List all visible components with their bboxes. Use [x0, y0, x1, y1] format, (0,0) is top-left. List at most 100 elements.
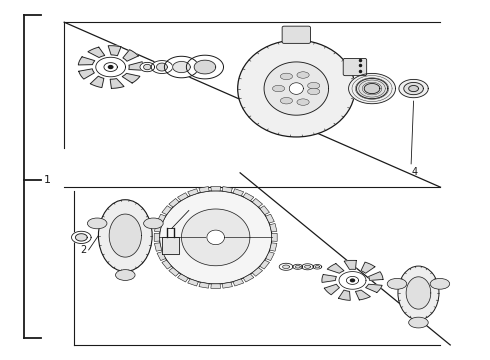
Polygon shape: [404, 82, 423, 95]
Ellipse shape: [144, 218, 163, 229]
Polygon shape: [295, 266, 300, 268]
Polygon shape: [78, 57, 95, 65]
Text: 1: 1: [44, 175, 50, 185]
Polygon shape: [260, 206, 270, 215]
Polygon shape: [406, 277, 431, 309]
Polygon shape: [409, 86, 418, 91]
Polygon shape: [270, 224, 277, 232]
Polygon shape: [75, 234, 87, 241]
Ellipse shape: [387, 278, 407, 289]
Ellipse shape: [238, 40, 355, 137]
Text: 4: 4: [411, 167, 417, 177]
Polygon shape: [157, 252, 166, 261]
Polygon shape: [140, 62, 155, 72]
Polygon shape: [108, 46, 121, 56]
Polygon shape: [129, 62, 143, 70]
Polygon shape: [211, 186, 220, 191]
Polygon shape: [199, 282, 209, 288]
Ellipse shape: [308, 88, 320, 95]
Polygon shape: [279, 263, 293, 270]
Polygon shape: [109, 214, 142, 257]
Polygon shape: [324, 284, 340, 295]
Text: 2: 2: [80, 245, 86, 255]
Polygon shape: [177, 193, 188, 201]
Polygon shape: [186, 55, 223, 79]
Polygon shape: [399, 80, 428, 98]
Polygon shape: [266, 214, 274, 223]
Polygon shape: [313, 265, 322, 269]
Polygon shape: [346, 276, 359, 284]
Polygon shape: [72, 231, 91, 243]
Polygon shape: [177, 274, 188, 282]
Polygon shape: [355, 290, 370, 300]
Ellipse shape: [280, 73, 293, 80]
Ellipse shape: [398, 266, 439, 320]
Polygon shape: [344, 260, 356, 269]
Polygon shape: [366, 284, 382, 292]
Polygon shape: [157, 63, 167, 71]
Polygon shape: [188, 279, 198, 286]
Polygon shape: [169, 198, 179, 207]
Ellipse shape: [297, 99, 309, 105]
Ellipse shape: [159, 191, 272, 284]
Polygon shape: [264, 62, 329, 115]
Polygon shape: [222, 186, 232, 193]
Polygon shape: [252, 267, 263, 276]
Ellipse shape: [87, 218, 107, 229]
Ellipse shape: [409, 317, 428, 328]
Polygon shape: [79, 69, 95, 79]
Polygon shape: [243, 274, 254, 282]
Polygon shape: [162, 260, 172, 269]
Polygon shape: [233, 279, 244, 286]
Polygon shape: [364, 84, 380, 94]
Polygon shape: [356, 78, 388, 99]
Polygon shape: [271, 233, 277, 242]
Ellipse shape: [308, 82, 320, 89]
Polygon shape: [305, 265, 311, 268]
Polygon shape: [154, 224, 162, 232]
Polygon shape: [233, 189, 244, 196]
Polygon shape: [289, 83, 303, 94]
Polygon shape: [122, 73, 140, 83]
Polygon shape: [151, 60, 172, 73]
Polygon shape: [144, 64, 151, 70]
Polygon shape: [110, 78, 124, 88]
Ellipse shape: [297, 72, 309, 78]
Polygon shape: [211, 284, 220, 288]
FancyBboxPatch shape: [282, 26, 311, 43]
Polygon shape: [243, 193, 254, 201]
Polygon shape: [252, 198, 263, 207]
Polygon shape: [260, 260, 270, 269]
FancyBboxPatch shape: [343, 58, 367, 76]
Polygon shape: [322, 275, 337, 283]
Polygon shape: [293, 264, 303, 269]
Polygon shape: [157, 214, 166, 223]
Polygon shape: [199, 186, 209, 193]
Ellipse shape: [98, 200, 152, 271]
Polygon shape: [104, 63, 117, 71]
Ellipse shape: [116, 270, 135, 280]
Polygon shape: [194, 60, 216, 74]
Polygon shape: [108, 66, 113, 68]
Polygon shape: [266, 252, 274, 261]
Polygon shape: [123, 50, 138, 61]
Polygon shape: [90, 76, 104, 87]
Polygon shape: [361, 262, 375, 273]
Polygon shape: [207, 230, 224, 245]
Polygon shape: [172, 62, 190, 73]
Polygon shape: [315, 266, 319, 268]
Polygon shape: [164, 56, 198, 78]
Polygon shape: [181, 209, 250, 266]
Polygon shape: [368, 272, 383, 280]
Ellipse shape: [280, 98, 293, 104]
Polygon shape: [270, 243, 277, 251]
Polygon shape: [350, 279, 355, 282]
Polygon shape: [327, 264, 344, 273]
Polygon shape: [162, 206, 172, 215]
Polygon shape: [222, 282, 232, 288]
Polygon shape: [154, 233, 160, 242]
Polygon shape: [348, 73, 395, 104]
Polygon shape: [162, 237, 179, 253]
Text: 3: 3: [186, 197, 192, 207]
Ellipse shape: [430, 278, 450, 289]
